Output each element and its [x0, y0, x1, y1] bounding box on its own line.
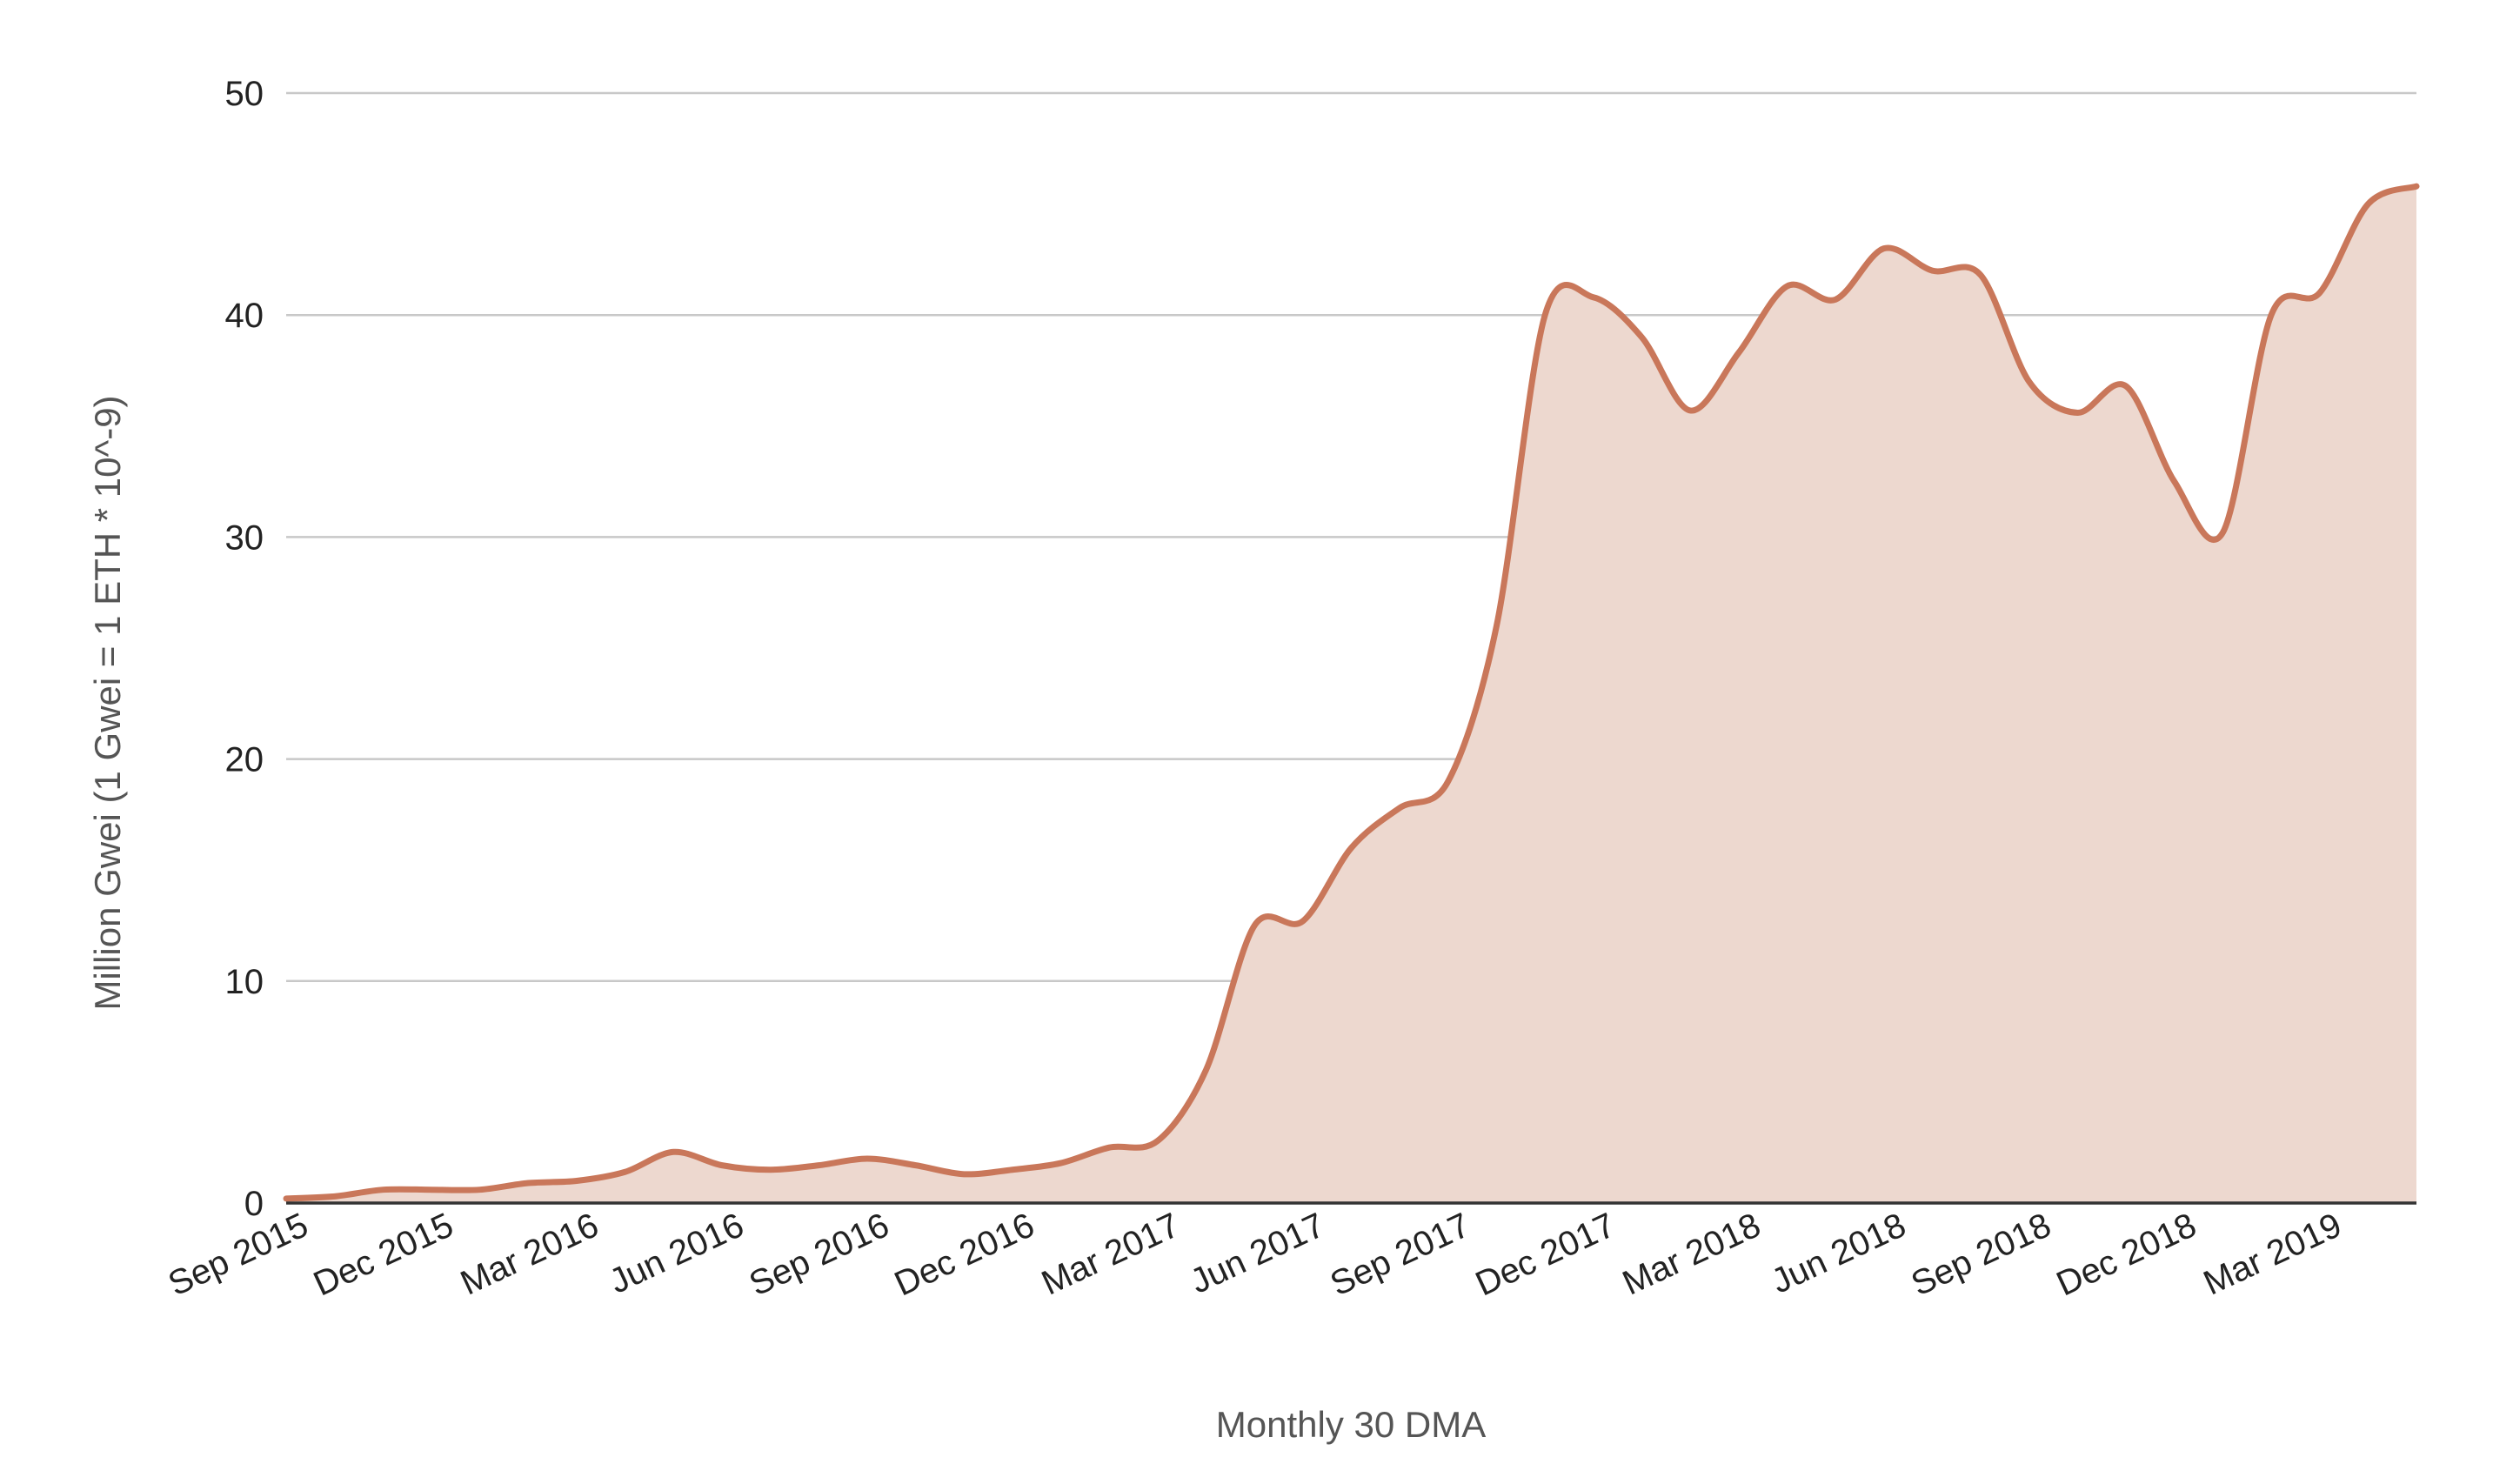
y-tick-label: 0 — [244, 1185, 264, 1223]
y-tick-label: 30 — [225, 518, 264, 557]
x-tick-label: Jun 2016 — [604, 1206, 750, 1300]
y-tick-label: 40 — [225, 297, 264, 335]
x-tick-label: Mar 2017 — [1036, 1206, 1186, 1302]
area-fill — [286, 186, 2416, 1204]
series-line — [283, 183, 2420, 1202]
x-tick-label: Mar 2019 — [2198, 1206, 2348, 1302]
y-tick-label: 10 — [225, 963, 264, 1001]
x-tick-label: Mar 2018 — [1617, 1206, 1767, 1302]
x-tick-label: Jun 2017 — [1185, 1206, 1331, 1300]
x-tick-label: Dec 2015 — [308, 1206, 459, 1303]
x-axis-title: Monthly 30 DMA — [1216, 1404, 1486, 1445]
x-tick-label: Sep 2018 — [1906, 1206, 2057, 1303]
y-axis-ticks: 0 10 20 30 40 50 — [225, 75, 264, 1223]
x-tick-label: Mar 2016 — [455, 1206, 605, 1302]
x-tick-label: Dec 2018 — [2051, 1206, 2202, 1303]
x-tick-label: Dec 2017 — [1470, 1206, 1621, 1303]
x-tick-label: Sep 2017 — [1325, 1206, 1476, 1303]
y-tick-label: 50 — [225, 75, 264, 113]
x-tick-label: Sep 2015 — [163, 1206, 314, 1303]
y-axis-title: Million Gwei (1 Gwei = 1 ETH * 10^-9) — [87, 395, 128, 1010]
y-tick-label: 20 — [225, 741, 264, 779]
x-tick-label: Sep 2016 — [744, 1206, 895, 1303]
x-tick-label: Jun 2018 — [1766, 1206, 1912, 1300]
x-tick-label: Dec 2016 — [889, 1206, 1040, 1303]
area-series — [283, 183, 2420, 1205]
